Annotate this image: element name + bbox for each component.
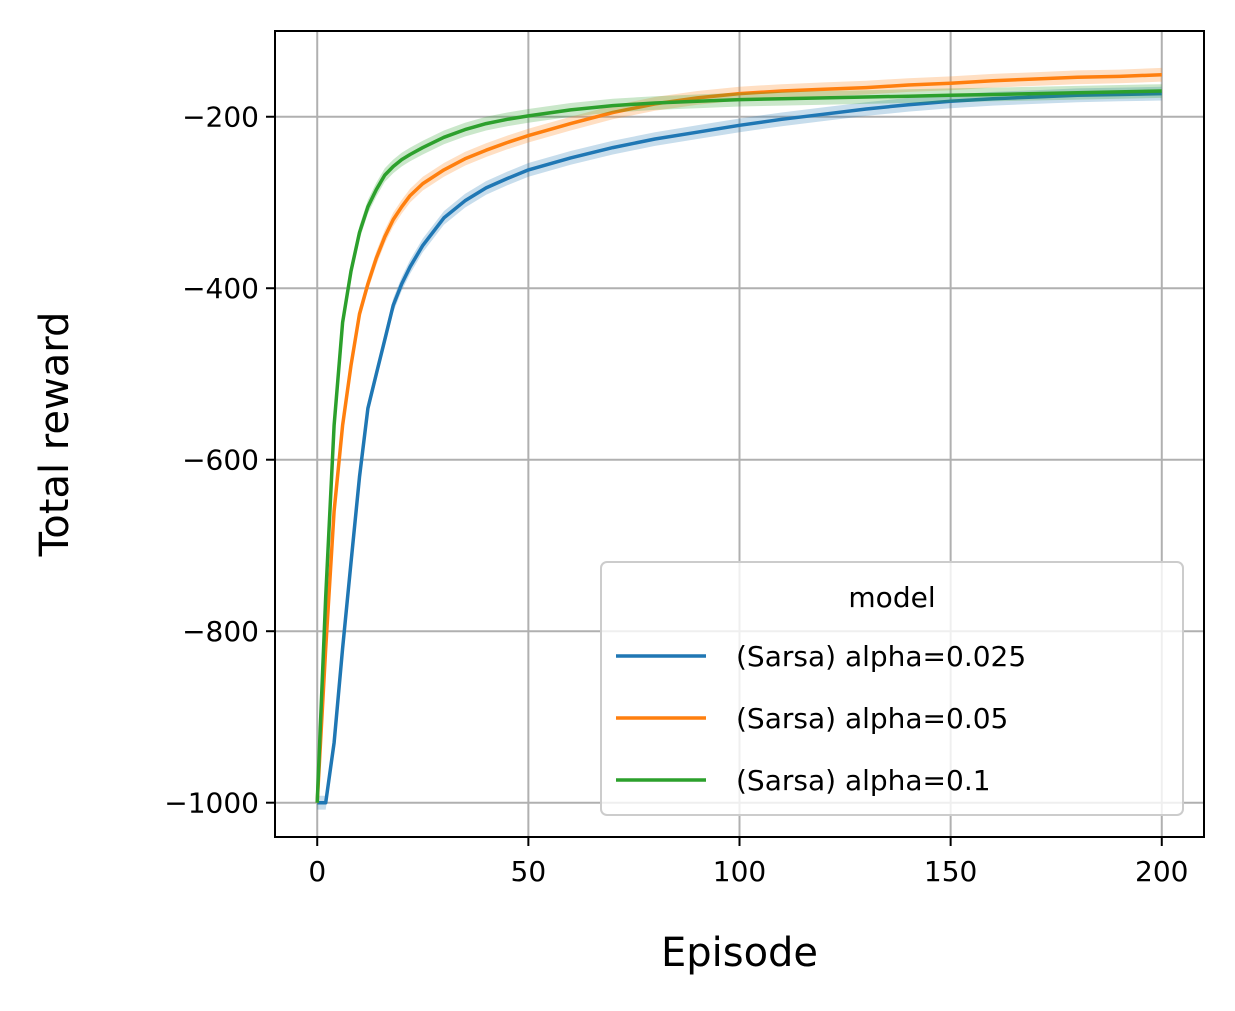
x-axis-label: Episode bbox=[661, 930, 818, 976]
y-tick-label: −1000 bbox=[164, 787, 259, 820]
legend-entries: (Sarsa) alpha=0.025 (Sarsa) alpha=0.05 (Sa… bbox=[616, 640, 1026, 797]
y-tick-label: −800 bbox=[182, 615, 259, 648]
x-tick-label: 100 bbox=[713, 855, 766, 888]
series-line bbox=[315, 89, 1162, 803]
series-line bbox=[317, 91, 1162, 805]
x-tick-label: 50 bbox=[511, 855, 547, 888]
x-tick-label: 0 bbox=[308, 855, 326, 888]
y-tick-label: −200 bbox=[182, 101, 259, 134]
legend-entry-label: (Sarsa) alpha=0.1 bbox=[736, 764, 991, 797]
x-tick-label: 150 bbox=[924, 855, 977, 888]
x-tick-label: 200 bbox=[1135, 855, 1188, 888]
series-line bbox=[315, 72, 1162, 803]
y-tick-label: −600 bbox=[182, 444, 259, 477]
legend-box bbox=[600, 561, 1184, 816]
legend: model (Sarsa) alpha=0.025(Sarsa) alpha=0… bbox=[600, 561, 1184, 816]
series-lines bbox=[315, 67, 1162, 810]
series-confidence-band bbox=[317, 84, 1162, 810]
y-axis-label: Total reward bbox=[32, 312, 78, 558]
ticks: 0 50 100 150 200 −1000 −800 −600 −400 −200 bbox=[164, 101, 1188, 888]
y-tick-label: −400 bbox=[182, 272, 259, 305]
legend-title: model bbox=[848, 581, 935, 614]
legend-entry-label: (Sarsa) alpha=0.05 bbox=[736, 702, 1008, 735]
legend-entry-label: (Sarsa) alpha=0.025 bbox=[736, 640, 1026, 673]
